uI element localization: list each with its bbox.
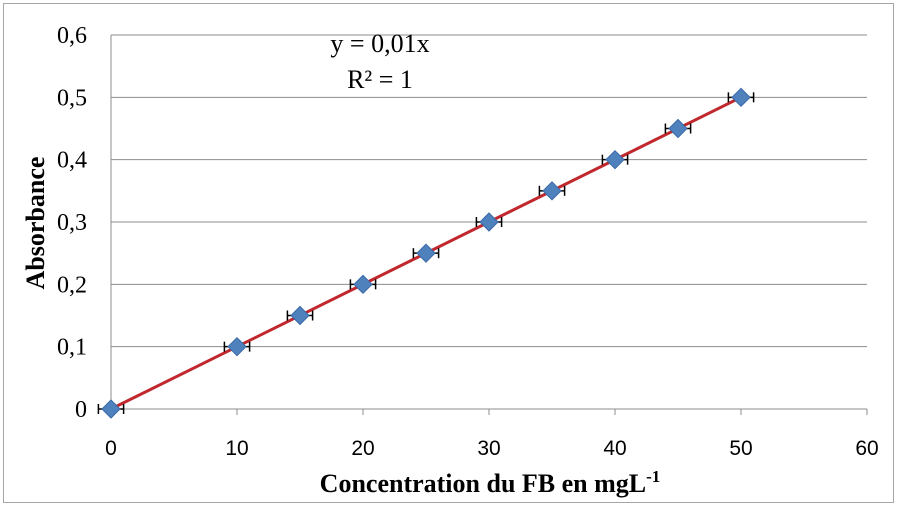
equation-annotation: y = 0,01x	[330, 29, 429, 58]
chart-frame	[3, 3, 894, 503]
r-squared-annotation: R² = 1	[347, 65, 413, 94]
data-point	[605, 149, 625, 170]
y-tick-label: 0,6	[57, 23, 87, 49]
gridlines	[111, 34, 867, 348]
x-tick-label: 40	[603, 437, 626, 460]
data-point	[542, 181, 562, 201]
data-point	[290, 305, 310, 326]
tick-labels: 0 0,1 0,2 0,3 0,4 0,5 0,6 0 10 20 30 40 50 60	[57, 23, 879, 460]
x-tick-label: 60	[855, 437, 878, 460]
y-tick-label: 0,4	[57, 148, 87, 174]
data-point	[416, 243, 436, 263]
data-point	[353, 274, 373, 295]
x-axis-title-superscript: -1	[646, 467, 660, 486]
x-axis-title-main: Concentration du FB en mgL	[320, 469, 646, 498]
x-tick-label: 0	[105, 437, 117, 460]
y-tick-label: 0,5	[57, 85, 87, 111]
x-axis-title: Concentration du FB en mgL-1	[320, 467, 661, 498]
x-tick-label: 10	[225, 437, 248, 460]
data-point	[731, 87, 751, 108]
y-tick-label: 0	[75, 397, 87, 423]
y-tick-label: 0,1	[57, 335, 87, 361]
data-point	[101, 399, 121, 419]
data-points	[97, 87, 755, 419]
x-tick-label: 20	[351, 437, 374, 460]
y-tick-label: 0,3	[57, 210, 87, 236]
x-tick-label: 50	[729, 437, 752, 460]
y-axis-title: Absorbance	[21, 157, 50, 290]
x-tick-label: 30	[477, 437, 500, 460]
data-point	[479, 212, 499, 232]
data-point	[668, 118, 688, 139]
y-tick-label: 0,2	[57, 272, 87, 298]
data-point	[227, 336, 247, 357]
